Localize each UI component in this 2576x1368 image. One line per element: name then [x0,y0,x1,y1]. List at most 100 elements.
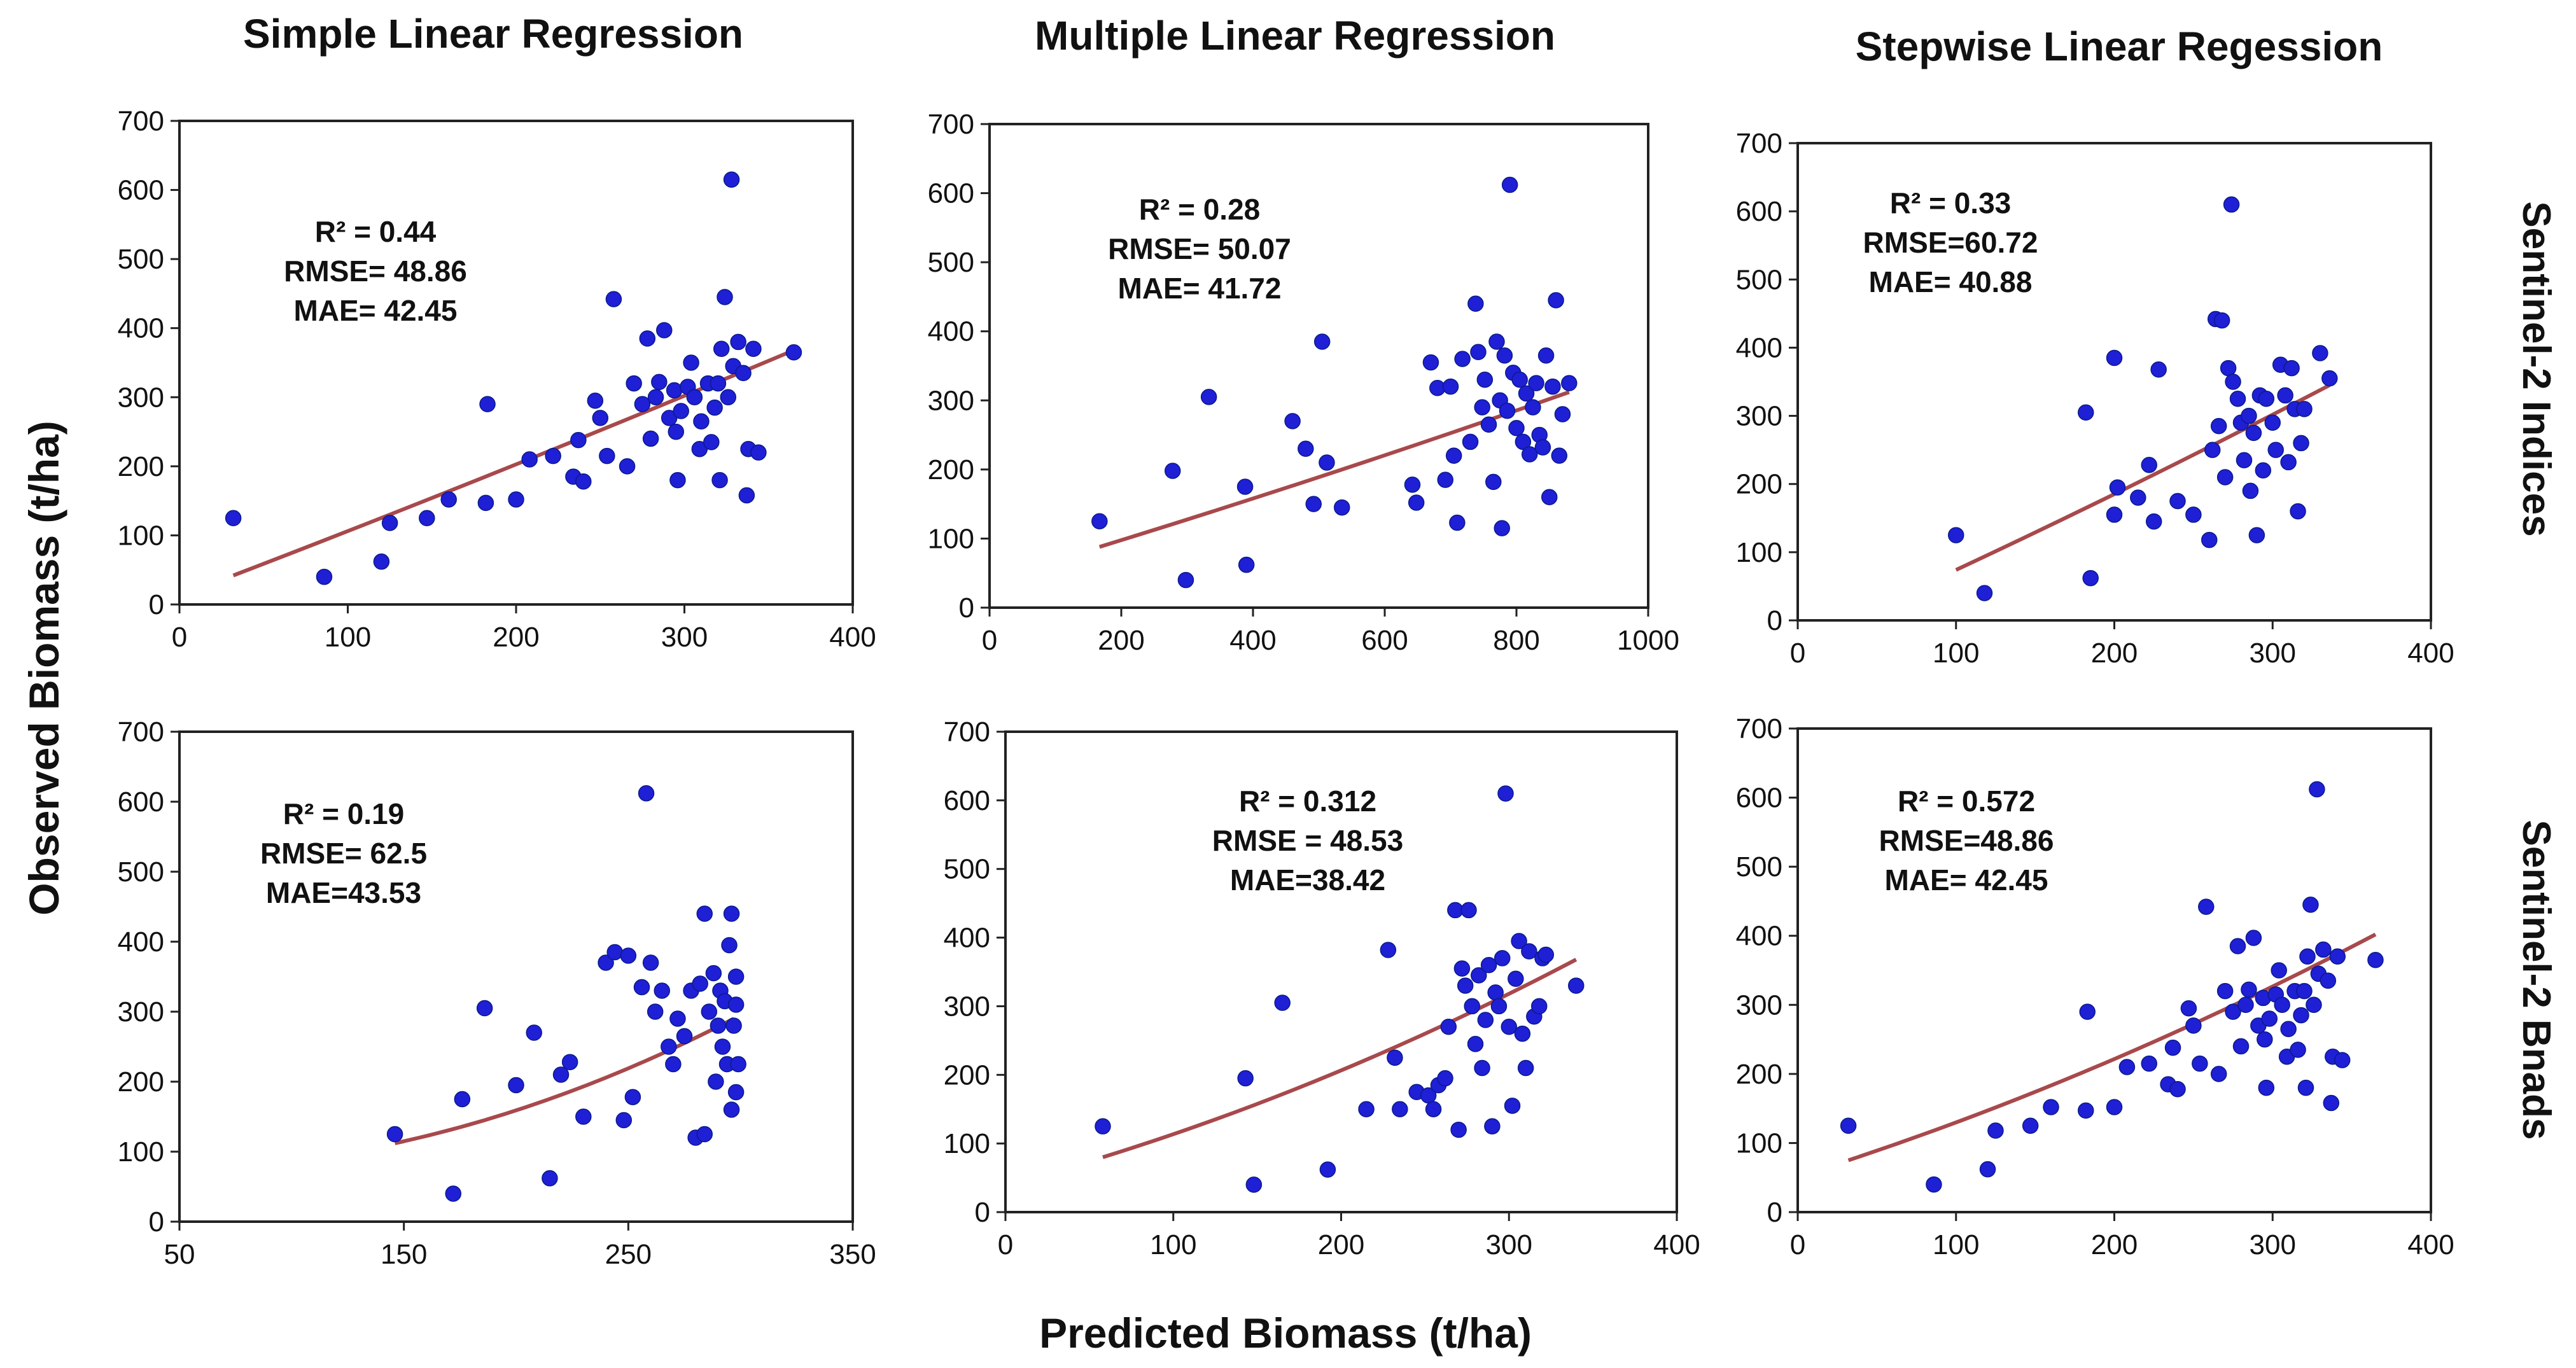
data-point [2229,391,2246,407]
data-point [717,289,733,305]
data-point [1568,977,1585,994]
panel-5: 0 100 200 300 400 500 600 700 0 100 200 300 400 R² = … [944,716,1700,1260]
y-tick-label: 500 [928,247,974,278]
data-point [445,1185,462,1202]
x-tick-label: 100 [1933,638,1979,669]
y-tick-label: 0 [975,1197,990,1228]
stat-label: MAE=38.42 [1230,863,1385,897]
y-tick-label: 200 [928,454,974,485]
data-point [2271,962,2287,979]
data-point [2223,196,2240,213]
data-point [723,905,740,922]
data-point [2261,1010,2278,1027]
data-point [2106,1099,2123,1115]
data-point [605,291,622,307]
data-point [642,430,659,447]
panel-4: 0 100 200 300 400 500 600 700 50 150 250 350 R² = 0.… [118,716,876,1270]
data-point [666,382,683,399]
panel-1: 0 100 200 300 400 500 600 700 0 100 200 300 400 R² = … [118,106,876,653]
stat-label: MAE= 42.45 [1885,863,2048,897]
data-point [570,431,587,449]
data-point [2150,361,2167,378]
data-point [1554,406,1571,422]
y-tick-label: 200 [1736,469,1782,500]
data-point [1476,371,1494,388]
x-tick-label: 600 [1361,625,1408,656]
data-point [454,1091,471,1108]
data-point [1525,399,1541,415]
data-point [706,399,723,416]
data-point [2334,1052,2351,1068]
data-point [1408,494,1425,511]
column-title-simple: Simple Linear Regression [243,11,743,57]
x-tick-label: 0 [1790,638,1805,669]
data-point [1497,785,1514,802]
data-point [1380,942,1397,958]
data-point [598,954,614,971]
data-point [1979,1161,1996,1178]
data-point [701,1003,718,1020]
y-tick-label: 400 [118,313,164,344]
data-point [1404,476,1421,493]
data-point [2077,1102,2094,1119]
stat-label: R² = 0.33 [1890,186,2012,220]
data-point [2297,1079,2314,1096]
data-point [2290,1042,2306,1058]
data-point [2264,414,2281,431]
x-tick-label: 50 [164,1239,195,1270]
data-point [633,979,650,996]
data-point [1440,1019,1457,1035]
data-point [1474,399,1490,415]
data-point [508,1077,524,1094]
data-point [479,396,496,412]
panel-2: 0 100 200 300 400 500 600 700 0 200 400 600 800 1000 R… [928,109,1679,656]
data-point [419,510,435,527]
data-point [2130,489,2146,506]
data-point [2192,1055,2208,1072]
data-point [2141,1055,2157,1072]
data-point [721,937,738,954]
data-point [723,171,740,188]
data-point [2329,948,2346,965]
data-point [2241,981,2257,998]
data-point [2109,479,2126,496]
y-tick-label: 700 [1736,128,1782,159]
stat-label: RMSE=60.72 [1863,226,2038,259]
data-point [526,1024,542,1041]
data-point [1504,1098,1521,1114]
data-point [676,1028,693,1045]
stat-label: RMSE=48.86 [1879,824,2054,857]
data-point [2225,373,2241,390]
data-point [1200,389,1217,405]
data-point [1437,1070,1453,1087]
y-tick-label: 600 [118,786,164,818]
stat-label: MAE=43.53 [266,876,421,909]
data-point [1333,499,1350,516]
x-tick-label: 300 [2250,1229,2296,1260]
data-point [1499,402,1516,419]
data-point [2210,1066,2227,1082]
y-tick-label: 500 [1736,851,1782,883]
data-point [2022,1117,2039,1134]
y-tick-label: 500 [118,856,164,888]
data-point [665,1056,682,1073]
data-point [1237,1070,1254,1087]
y-tick-label: 300 [118,382,164,413]
data-point [668,423,685,440]
data-point [2315,941,2332,958]
y-tick-label: 0 [149,1206,164,1238]
data-point [2213,312,2230,329]
data-point [1987,1122,2004,1139]
x-tick-label: 0 [998,1229,1013,1260]
y-tick-label: 200 [944,1059,990,1091]
x-tick-label: 200 [493,622,539,653]
data-point [1508,419,1525,436]
plot-frame [1796,727,2432,1213]
data-point [1501,1019,1517,1035]
data-point [2302,897,2319,913]
data-point [2169,492,2186,510]
data-point [1474,1059,1490,1077]
data-point [2118,1059,2136,1075]
data-point [2198,898,2215,915]
